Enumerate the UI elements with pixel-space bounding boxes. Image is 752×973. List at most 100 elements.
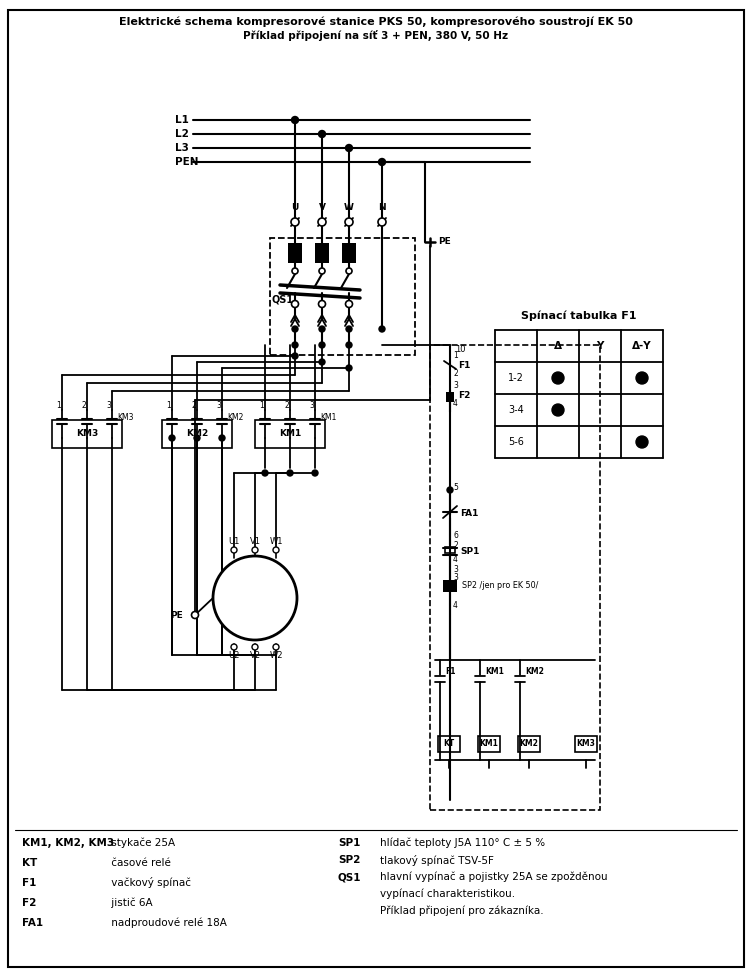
Text: 5: 5 bbox=[453, 484, 458, 492]
Text: Spínací tabulka F1: Spínací tabulka F1 bbox=[521, 310, 637, 321]
Text: KM3: KM3 bbox=[76, 429, 98, 439]
Text: KM3: KM3 bbox=[117, 414, 134, 422]
Text: Δ-Υ: Δ-Υ bbox=[632, 341, 652, 351]
Text: 5-6: 5-6 bbox=[508, 437, 524, 447]
Text: KT: KT bbox=[444, 739, 455, 748]
Text: F2: F2 bbox=[22, 898, 36, 908]
Text: 50Hz: 50Hz bbox=[238, 601, 271, 615]
Text: 4: 4 bbox=[453, 555, 458, 563]
Text: hlídač teploty J5A 110° C ± 5 %: hlídač teploty J5A 110° C ± 5 % bbox=[380, 838, 545, 848]
Bar bbox=[255, 420, 325, 448]
Text: KM3: KM3 bbox=[577, 739, 596, 748]
Text: F1: F1 bbox=[458, 361, 470, 370]
Text: 2: 2 bbox=[82, 401, 86, 410]
Text: SP1: SP1 bbox=[460, 547, 479, 556]
Circle shape bbox=[192, 611, 199, 619]
Circle shape bbox=[252, 547, 258, 553]
Text: U1: U1 bbox=[229, 536, 240, 546]
Bar bbox=[430, 345, 600, 810]
Text: KM1: KM1 bbox=[320, 414, 336, 422]
Text: PEN: PEN bbox=[175, 157, 199, 167]
Text: SP2 /jen pro EK 50/: SP2 /jen pro EK 50/ bbox=[462, 582, 538, 591]
Text: časové relé: časové relé bbox=[108, 858, 171, 868]
Text: KM2: KM2 bbox=[525, 667, 544, 676]
Text: 1-2: 1-2 bbox=[508, 373, 524, 383]
Bar bbox=[315, 243, 329, 263]
Circle shape bbox=[636, 372, 648, 384]
Text: U2: U2 bbox=[229, 652, 240, 661]
Circle shape bbox=[273, 547, 279, 553]
Text: vypínací charakteristikou.: vypínací charakteristikou. bbox=[380, 888, 515, 899]
Text: 3-4: 3-4 bbox=[508, 405, 524, 415]
Text: jistič 6A: jistič 6A bbox=[108, 898, 153, 908]
Text: 6: 6 bbox=[453, 531, 458, 540]
Circle shape bbox=[292, 117, 299, 124]
Text: 10: 10 bbox=[455, 345, 465, 354]
Text: F1: F1 bbox=[22, 878, 36, 888]
Text: 1: 1 bbox=[56, 401, 62, 410]
Circle shape bbox=[273, 644, 279, 650]
Text: V2: V2 bbox=[250, 652, 260, 661]
Text: F2: F2 bbox=[458, 391, 470, 401]
Circle shape bbox=[552, 404, 564, 416]
Text: 3: 3 bbox=[107, 401, 111, 410]
Text: 3: 3 bbox=[310, 401, 314, 410]
Text: tlakový spínač TSV-5F: tlakový spínač TSV-5F bbox=[380, 854, 494, 866]
Circle shape bbox=[292, 326, 298, 332]
Bar bbox=[518, 736, 540, 752]
Text: 3: 3 bbox=[453, 380, 458, 389]
Bar bbox=[52, 420, 122, 448]
Text: L3: L3 bbox=[175, 143, 189, 153]
Text: 2: 2 bbox=[453, 542, 458, 551]
Text: 2: 2 bbox=[453, 369, 458, 378]
Circle shape bbox=[291, 218, 299, 226]
Text: SP2: SP2 bbox=[338, 855, 360, 865]
Circle shape bbox=[287, 470, 293, 476]
Text: Υ: Υ bbox=[596, 341, 604, 351]
Text: Δ: Δ bbox=[554, 341, 562, 351]
Text: M~: M~ bbox=[242, 581, 268, 595]
Text: KM1, KM2, KM3: KM1, KM2, KM3 bbox=[22, 838, 114, 848]
Circle shape bbox=[262, 470, 268, 476]
Text: QS1: QS1 bbox=[338, 872, 362, 882]
Circle shape bbox=[378, 159, 386, 165]
Bar bbox=[270, 238, 415, 355]
Text: 1: 1 bbox=[453, 350, 458, 359]
Bar bbox=[575, 736, 597, 752]
Text: 4: 4 bbox=[453, 601, 458, 610]
Circle shape bbox=[319, 301, 326, 307]
Text: PE: PE bbox=[438, 237, 450, 246]
Text: 3: 3 bbox=[453, 564, 458, 573]
Text: 3: 3 bbox=[453, 573, 458, 583]
Circle shape bbox=[346, 326, 352, 332]
Circle shape bbox=[636, 436, 648, 448]
Text: L2: L2 bbox=[175, 129, 189, 139]
Circle shape bbox=[292, 342, 298, 348]
Circle shape bbox=[319, 359, 325, 365]
Circle shape bbox=[194, 435, 200, 441]
Text: PE: PE bbox=[170, 610, 183, 620]
Text: KM1: KM1 bbox=[485, 667, 504, 676]
Circle shape bbox=[345, 145, 353, 152]
Circle shape bbox=[252, 644, 258, 650]
Circle shape bbox=[346, 365, 352, 371]
Text: SP1: SP1 bbox=[338, 838, 360, 848]
Text: W1: W1 bbox=[269, 536, 283, 546]
Circle shape bbox=[312, 470, 318, 476]
Text: stykače 25A: stykače 25A bbox=[108, 838, 175, 848]
Circle shape bbox=[169, 435, 175, 441]
Text: V1: V1 bbox=[250, 536, 260, 546]
Text: N: N bbox=[378, 203, 386, 212]
Text: KM1: KM1 bbox=[279, 429, 301, 439]
Text: F1: F1 bbox=[445, 667, 456, 676]
Circle shape bbox=[552, 372, 564, 384]
Bar bbox=[288, 243, 302, 263]
Text: 2: 2 bbox=[192, 401, 196, 410]
Text: vačkový spínač: vačkový spínač bbox=[108, 878, 191, 888]
Bar bbox=[443, 580, 457, 592]
Text: W: W bbox=[344, 203, 354, 212]
Circle shape bbox=[346, 268, 352, 274]
Bar bbox=[342, 243, 356, 263]
Text: KM1: KM1 bbox=[480, 739, 499, 748]
Circle shape bbox=[231, 644, 237, 650]
